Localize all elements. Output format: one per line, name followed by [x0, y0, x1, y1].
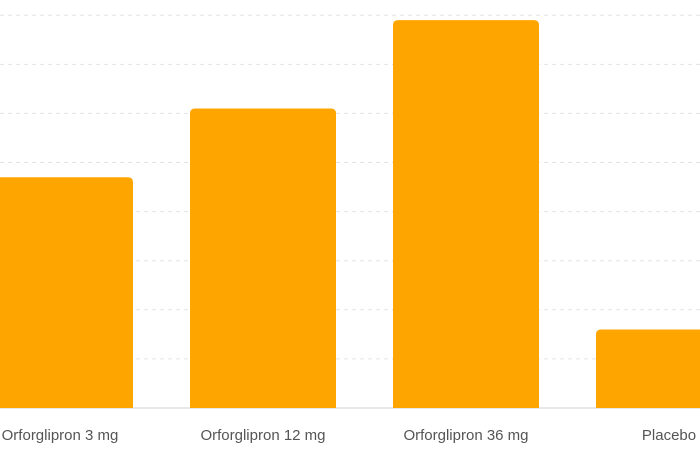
x-tick-label: Placebo: [642, 427, 696, 444]
x-tick-label: Orforglipron 36 mg: [403, 427, 528, 444]
x-tick-label: Orforglipron 12 mg: [200, 427, 325, 444]
x-tick-label: Orforglipron 3 mg: [2, 427, 119, 444]
bar: [0, 177, 133, 408]
bar: [393, 20, 539, 409]
bar: [190, 108, 336, 408]
bar: [596, 329, 700, 408]
